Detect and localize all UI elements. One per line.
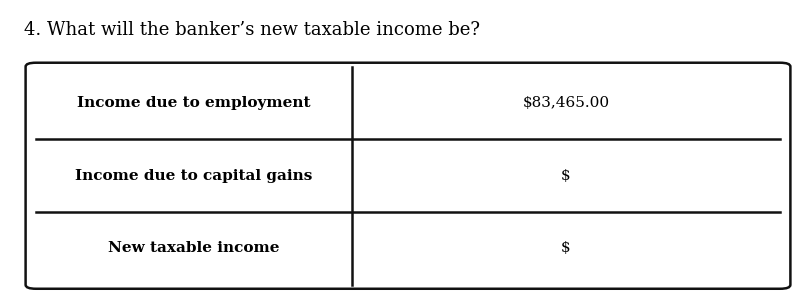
FancyBboxPatch shape [26,63,790,289]
Text: New taxable income: New taxable income [108,241,280,255]
Text: Income due to capital gains: Income due to capital gains [75,169,313,183]
Text: $: $ [561,241,571,255]
Text: 4. What will the banker’s new taxable income be?: 4. What will the banker’s new taxable in… [24,21,480,39]
Text: Income due to employment: Income due to employment [78,96,310,110]
Text: $: $ [561,169,571,183]
Text: $83,465.00: $83,465.00 [522,96,610,110]
